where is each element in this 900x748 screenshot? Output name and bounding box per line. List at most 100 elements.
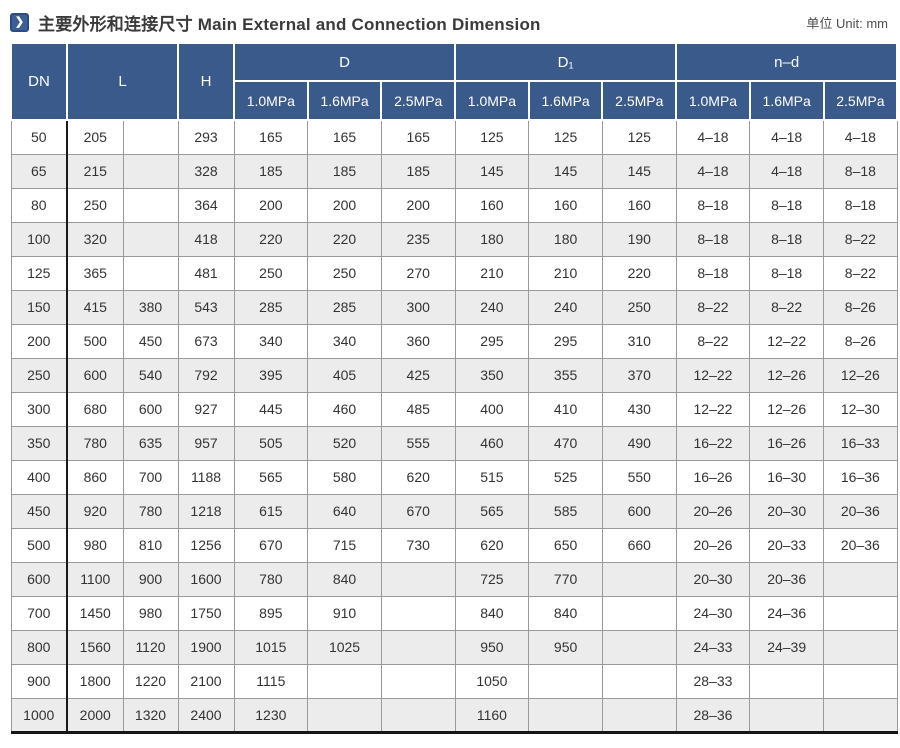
dn-cell: 450 [10, 493, 68, 529]
value-cell: 235 [380, 221, 456, 257]
value-cell [601, 561, 677, 597]
value-cell: 293 [177, 119, 235, 155]
value-cell: 16–22 [675, 425, 751, 461]
subheader-nd-1.6mpa: 1.6MPa [748, 80, 825, 121]
value-cell: 620 [380, 459, 456, 495]
value-cell: 1600 [177, 561, 235, 597]
subheader-d-2.5mpa: 2.5MPa [380, 80, 457, 121]
value-cell: 20–30 [675, 561, 751, 597]
subheader-d-1.0mpa: 1.0MPa [233, 80, 309, 121]
dn-cell: 300 [10, 391, 68, 427]
value-cell: 8–22 [823, 255, 898, 291]
value-cell: 8–26 [823, 289, 898, 325]
value-cell: 125 [601, 119, 677, 155]
value-cell: 2000 [66, 697, 124, 733]
value-cell [823, 595, 898, 631]
value-cell: 4–18 [749, 119, 824, 155]
value-cell: 2100 [177, 663, 235, 699]
value-cell: 165 [307, 119, 382, 155]
value-cell: 8–18 [749, 221, 824, 257]
chevron-glyph: ❯ [14, 15, 25, 28]
value-cell [823, 663, 898, 699]
value-cell: 215 [66, 153, 124, 189]
value-cell: 12–22 [749, 323, 824, 359]
value-cell [823, 697, 898, 733]
value-cell: 8–26 [823, 323, 898, 359]
value-cell: 20–36 [749, 561, 824, 597]
value-cell: 250 [601, 289, 677, 325]
value-cell [122, 255, 179, 291]
value-cell: 418 [177, 221, 235, 257]
value-cell: 957 [177, 425, 235, 461]
dn-cell: 65 [10, 153, 68, 189]
subheader-d1-1.6mpa: 1.6MPa [527, 80, 604, 121]
value-cell: 340 [307, 323, 382, 359]
value-cell: 715 [307, 527, 382, 563]
value-cell: 8–22 [749, 289, 824, 325]
value-cell: 250 [66, 187, 124, 223]
value-cell: 620 [454, 527, 530, 563]
value-cell: 485 [380, 391, 456, 427]
table-body: 50 205 293 165 165 165 125 125 125 4–18 4–18 4–18 65… [10, 119, 898, 733]
header-group-row: DN L H D D₁ n–d [10, 42, 899, 121]
dn-cell: 80 [10, 187, 68, 223]
value-cell [823, 561, 898, 597]
subheader-nd-2.5mpa: 2.5MPa [822, 80, 899, 121]
dn-cell: 800 [10, 629, 68, 665]
dn-cell: 200 [10, 323, 68, 359]
value-cell: 300 [380, 289, 456, 325]
value-cell: 185 [233, 153, 309, 189]
value-cell: 673 [177, 323, 235, 359]
value-cell: 600 [601, 493, 677, 529]
value-cell: 28–36 [675, 697, 751, 733]
value-cell [601, 629, 677, 665]
value-cell: 980 [66, 527, 124, 563]
value-cell: 220 [307, 221, 382, 257]
value-cell: 555 [380, 425, 456, 461]
table-row: 80 250 364 200 200 200 160 160 160 8–18 8–18 8–18 [10, 187, 898, 223]
value-cell: 900 [122, 561, 179, 597]
col-header-nd: n–d [675, 42, 899, 82]
value-cell: 355 [528, 357, 603, 393]
value-cell: 895 [233, 595, 309, 631]
value-cell: 8–18 [823, 187, 898, 223]
value-cell: 360 [380, 323, 456, 359]
table-row: 250 600 540 792 395 405 425 350 355 370 12–22 12–26… [10, 357, 898, 393]
value-cell: 160 [528, 187, 603, 223]
value-cell: 180 [454, 221, 530, 257]
value-cell: 1230 [233, 697, 309, 733]
value-cell: 1100 [66, 561, 124, 597]
dn-cell: 100 [10, 221, 68, 257]
page-title: 主要外形和连接尺寸 Main External and Connection D… [38, 14, 541, 34]
value-cell: 160 [601, 187, 677, 223]
value-cell: 770 [528, 561, 603, 597]
table-row: 300 680 600 927 445 460 485 400 410 430 12–22 12–26… [10, 391, 898, 427]
value-cell: 24–30 [675, 595, 751, 631]
value-cell: 20–33 [749, 527, 824, 563]
value-cell [122, 187, 179, 223]
value-cell: 520 [307, 425, 382, 461]
value-cell: 185 [380, 153, 456, 189]
value-cell: 515 [454, 459, 530, 495]
value-cell: 565 [454, 493, 530, 529]
section-header: ❯ 主要外形和连接尺寸 Main External and Connection… [0, 0, 900, 42]
col-header-l: L [66, 42, 179, 121]
value-cell: 16–26 [675, 459, 751, 495]
value-cell [380, 629, 456, 665]
table-header: DN L H D D₁ n–d 1.0MPa 1.6MPa 2.5MPa 1.0… [10, 42, 899, 121]
table-row: 600 1100 900 1600 780 840 725 770 20–30 20–36 [10, 561, 898, 597]
value-cell: 840 [307, 561, 382, 597]
value-cell: 220 [601, 255, 677, 291]
subheader-nd-1.0mpa: 1.0MPa [675, 80, 751, 121]
value-cell: 328 [177, 153, 235, 189]
value-cell: 370 [601, 357, 677, 393]
value-cell [749, 663, 824, 699]
value-cell: 635 [122, 425, 179, 461]
table-row: 900 1800 1220 2100 1115 1050 28–33 [10, 663, 898, 699]
value-cell: 400 [454, 391, 530, 427]
value-cell: 395 [233, 357, 309, 393]
value-cell: 725 [454, 561, 530, 597]
subheader-d1-1.0mpa: 1.0MPa [454, 80, 530, 121]
dn-cell: 600 [10, 561, 68, 597]
value-cell: 16–36 [823, 459, 898, 495]
